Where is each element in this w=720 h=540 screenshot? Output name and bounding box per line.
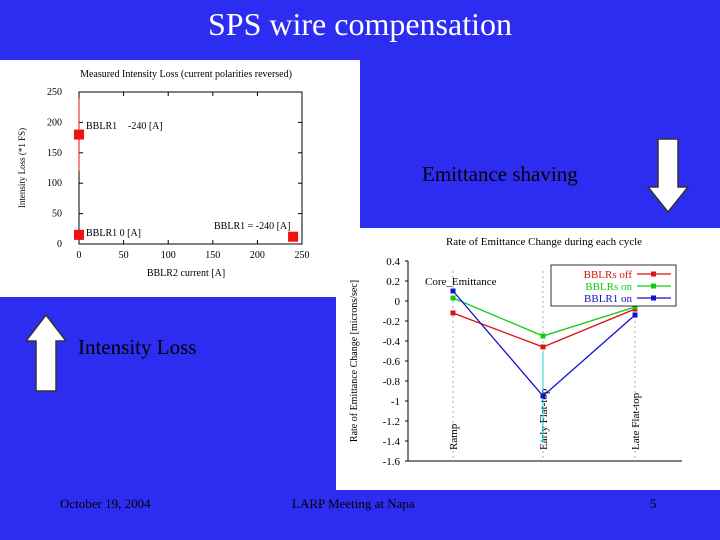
data-point: [74, 129, 84, 140]
legend-marker: [651, 295, 656, 301]
series-marker: [450, 295, 456, 301]
x-tick-label: 0: [77, 250, 82, 261]
y-axis-label: Rate of Emittance Change [microns/sec]: [349, 280, 360, 442]
category-label: Late Flat-top: [630, 392, 642, 450]
category-label: Early Flat-top: [538, 388, 550, 450]
y-tick-label: 0.2: [386, 276, 400, 288]
point-label: BBLR1: [86, 121, 117, 132]
series-marker: [540, 344, 546, 350]
point-label: -240 [A]: [128, 121, 163, 132]
x-tick-label: 200: [250, 250, 265, 261]
legend-label: BBLRs off: [584, 269, 633, 281]
series-line: [452, 308, 636, 348]
legend-label: BBLRs on: [585, 281, 632, 293]
series-marker: [632, 304, 638, 310]
series-line: [452, 290, 636, 397]
emittance-chart-panel: Rate of Emittance Change during each cyc…: [336, 228, 720, 490]
footer-date: October 19, 2004: [60, 496, 151, 511]
y-tick-label: 250: [47, 87, 62, 98]
arrow-up-icon: [24, 313, 68, 392]
emittance-chart: Rate of Emittance Change during each cyc…: [349, 236, 682, 468]
y-tick-label: -0.6: [383, 356, 401, 368]
legend-marker: [651, 283, 656, 289]
y-tick-label: -0.2: [383, 316, 400, 328]
x-tick-label: 100: [161, 250, 176, 261]
x-tick-label: 150: [205, 250, 220, 261]
y-tick-label: 50: [52, 209, 62, 220]
annotation-label: Core_Emittance: [425, 276, 497, 288]
emittance-shaving-label: Emittance shaving: [422, 162, 578, 186]
y-tick-label: -0.8: [383, 376, 401, 388]
point-label: BBLR1 0 [A]: [86, 228, 141, 239]
intensity-loss-label: Intensity Loss: [78, 335, 197, 359]
series-marker: [450, 288, 456, 294]
y-tick-label: -1.4: [383, 436, 401, 448]
category-label: Ramp: [448, 423, 460, 450]
series-marker: [632, 312, 638, 318]
point-label: BBLR1 = -240 [A]: [214, 221, 290, 232]
footer-meeting: LARP Meeting at Napa: [292, 496, 415, 511]
y-tick-label: 100: [47, 178, 62, 189]
arrow-down-icon: [646, 138, 690, 214]
y-tick-label: 200: [47, 117, 62, 128]
y-tick-label: 150: [47, 148, 62, 159]
y-tick-label: -0.4: [383, 336, 401, 348]
y-axis-label: Intensity Loss (*1 FS): [17, 128, 27, 208]
y-tick-label: 0: [57, 239, 62, 250]
page-number: 5: [650, 496, 657, 511]
legend-marker: [651, 271, 656, 277]
chart-title: Rate of Emittance Change during each cyc…: [446, 236, 642, 248]
series-marker: [540, 393, 546, 399]
slide-title: SPS wire compensation: [208, 6, 512, 42]
legend-label: BBLR1 on: [584, 293, 632, 305]
series-marker: [540, 333, 546, 339]
chart-title: Measured Intensity Loss (current polarit…: [80, 69, 292, 80]
intensity-loss-chart: Measured Intensity Loss (current polarit…: [17, 69, 310, 279]
data-point: [74, 229, 84, 240]
data-point: [288, 231, 299, 242]
series-marker: [450, 310, 456, 316]
y-tick-label: -1: [391, 396, 400, 408]
x-axis-label: BBLR2 current [A]: [147, 268, 225, 279]
x-tick-label: 250: [295, 250, 310, 261]
y-tick-label: 0: [395, 296, 401, 308]
x-tick-label: 50: [119, 250, 129, 261]
y-tick-label: -1.6: [383, 456, 401, 468]
y-tick-label: -1.2: [383, 416, 400, 428]
y-tick-label: 0.4: [386, 256, 400, 268]
intensity-loss-chart-panel: Measured Intensity Loss (current polarit…: [0, 60, 360, 297]
